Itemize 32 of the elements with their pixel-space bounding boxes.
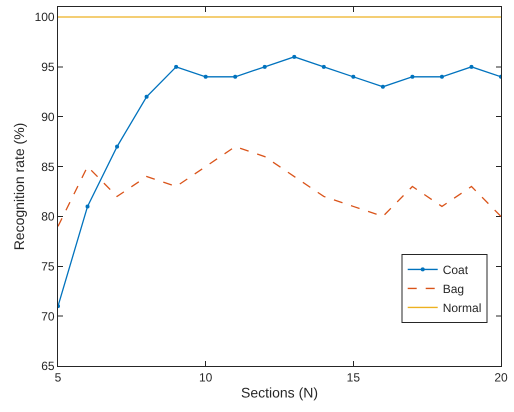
y-tick-label: 95 — [41, 60, 55, 74]
legend-label: Coat — [442, 263, 469, 278]
point — [469, 64, 474, 69]
point — [262, 64, 267, 69]
legend-label: Normal — [442, 301, 482, 316]
legend-label: Bag — [442, 282, 464, 296]
x-tick-label: 5 — [54, 370, 62, 384]
y-tick-label: 70 — [41, 309, 55, 324]
x-tick-label: 20 — [494, 370, 508, 384]
x-axis-title: Sections (N) — [240, 384, 318, 401]
point — [440, 74, 444, 79]
point — [115, 144, 120, 149]
y-tick-label: 75 — [41, 259, 55, 274]
x-tick-label: 15 — [346, 370, 360, 384]
y-tick-label: 80 — [41, 210, 55, 224]
line-series — [58, 146, 501, 228]
point — [380, 84, 385, 89]
point — [233, 74, 238, 79]
point — [204, 74, 208, 79]
point — [322, 64, 326, 69]
point — [144, 94, 149, 99]
y-tick-label: 90 — [41, 110, 55, 124]
point — [174, 64, 178, 69]
point — [351, 74, 356, 79]
point — [292, 54, 296, 59]
y-tick-label: 65 — [41, 359, 55, 374]
point — [86, 204, 90, 208]
y-tick-label: 100 — [34, 10, 55, 24]
y-tick-label: 85 — [41, 160, 55, 174]
point — [410, 74, 414, 79]
y-axis-title: Recognition rate (%) — [11, 122, 28, 250]
x-tick-label: 10 — [198, 370, 213, 384]
